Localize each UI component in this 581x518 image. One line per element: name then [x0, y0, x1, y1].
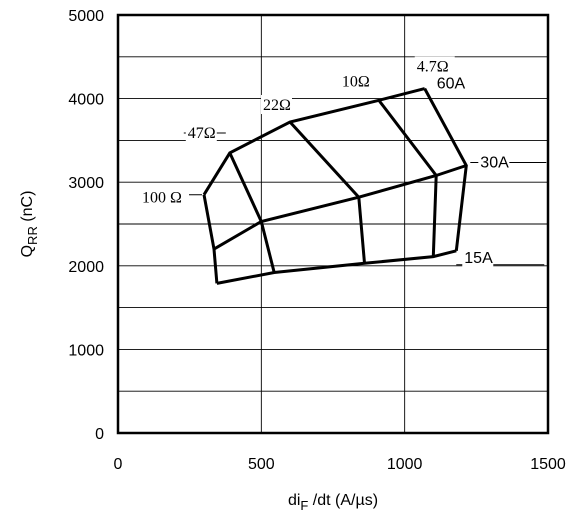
x-tick-label: 0	[114, 456, 123, 473]
annotation-60a: 60A	[437, 76, 466, 93]
y-tick-label: 1000	[68, 342, 104, 359]
annotation-bg-15a	[462, 247, 494, 267]
x-tick-label: 500	[248, 456, 275, 473]
annotation-bg-22ohm	[261, 95, 292, 115]
annotation-bg-30a	[478, 152, 510, 172]
grid-lines	[118, 15, 548, 433]
annotation-30a: 30A	[480, 154, 509, 171]
y-tick-label: 3000	[68, 175, 104, 192]
resistance-line-4-7ohm	[423, 87, 468, 251]
annotation-bg-10ohm	[339, 71, 371, 91]
y-tick-label: 5000	[68, 8, 104, 25]
x-tick-label: 1000	[387, 456, 423, 473]
y-tick-label: 0	[95, 426, 104, 443]
annotation-47ohm: 47Ω	[188, 125, 216, 142]
curve-group	[202, 87, 468, 285]
tick-labels: 0 1000 2000 3000 4000 5000 0 500 1000 1500	[68, 8, 565, 473]
y-tick-label: 4000	[68, 92, 104, 109]
annotation-bg-60a	[434, 73, 466, 93]
x-axis-title-rest: /dt (A/µs)	[308, 492, 378, 509]
resistance-line-47ohm	[228, 152, 276, 273]
y-axis-title-main: Q	[19, 245, 36, 257]
annotation-15a: 15A	[464, 250, 493, 267]
current-line-15a	[216, 249, 457, 285]
y-axis-title-rest: (nC)	[19, 191, 36, 227]
x-axis-title-subscript: F	[300, 498, 308, 513]
annotation-bg-4-7ohm	[414, 56, 455, 76]
annotation-100-ohm: 100 Ω	[142, 190, 182, 207]
plot-frame	[116, 13, 550, 435]
x-axis-title: diF /dt (A/µs)	[288, 492, 378, 513]
annotation-10ohm: 10Ω	[342, 73, 370, 90]
y-axis-title: QRR (nC)	[19, 191, 40, 258]
x-tick-label: 1500	[530, 456, 566, 473]
resistance-line-10ohm	[377, 99, 438, 257]
x-axis-title-main: di	[288, 492, 300, 509]
y-tick-label: 2000	[68, 259, 104, 276]
y-axis-title-subscript: RR	[25, 226, 40, 245]
annotation-4-7ohm: 4.7Ω	[417, 59, 449, 76]
current-line-60a	[202, 87, 426, 196]
annotation-bg-47ohm	[185, 122, 217, 142]
annotation-bg-100-ohm	[140, 187, 189, 207]
resistance-line-100-ohm	[202, 194, 219, 284]
annotation-22ohm: 22Ω	[263, 97, 291, 114]
resistance-line-22ohm	[288, 120, 366, 264]
